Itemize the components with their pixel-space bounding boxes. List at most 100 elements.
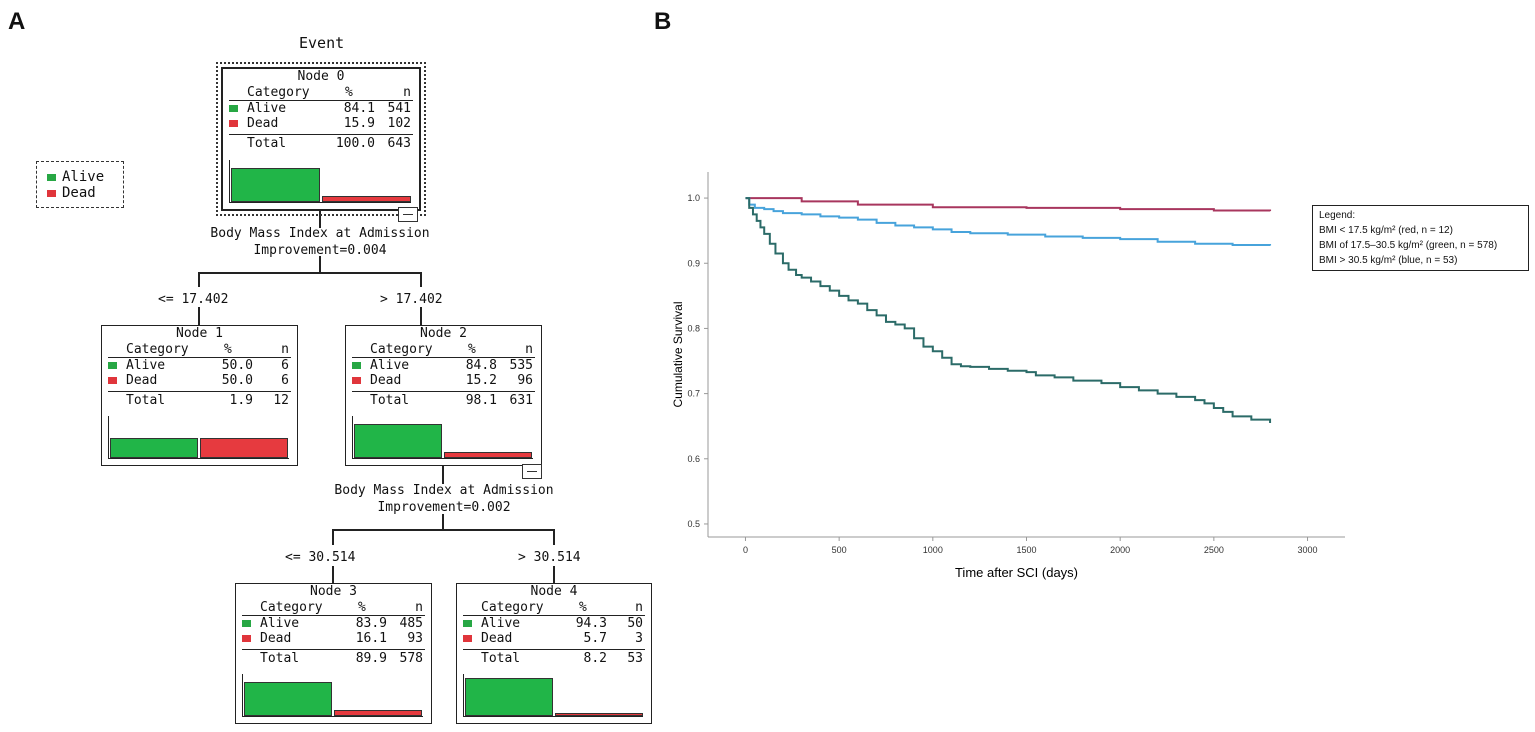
branch-label-left-1: <= 17.402 <box>158 292 229 307</box>
tree-node-3: Node 3 Category % n Alive 83.9 485 Dead … <box>235 583 432 724</box>
alive-bar <box>231 168 320 202</box>
n-header: n <box>525 342 533 357</box>
dead-pct: 5.7 <box>583 631 607 646</box>
split-1-variable: Body Mass Index at Admission <box>210 226 430 241</box>
node-header-row: Category % n <box>242 600 425 616</box>
split-1-improvement: Improvement=0.004 <box>253 243 387 258</box>
x-axis-label: Time after SCI (days) <box>955 565 1078 580</box>
dead-n: 93 <box>407 631 423 646</box>
alive-label: Alive <box>247 101 287 116</box>
dead-swatch <box>463 635 472 642</box>
node-title: Node 3 <box>310 584 357 599</box>
n-header: n <box>403 85 411 100</box>
connector <box>332 529 554 531</box>
alive-n: 485 <box>399 616 423 631</box>
dead-label: Dead <box>126 373 158 388</box>
pct-header: % <box>345 85 353 100</box>
total-row: Total 98.1 631 <box>352 391 535 409</box>
node-header-row: Category % n <box>108 342 291 358</box>
connector <box>332 566 334 583</box>
total-row: Total 89.9 578 <box>242 649 425 667</box>
legend-alive-label: Alive <box>62 169 105 185</box>
tree-node-0: Node 0 Category % n Alive 84.1 541 Dead … <box>216 62 426 216</box>
dead-bar <box>334 709 422 716</box>
x-tick-label: 3000 <box>1298 545 1318 555</box>
alive-swatch <box>463 620 472 627</box>
y-tick-label: 0.8 <box>687 323 700 333</box>
connector <box>332 529 334 545</box>
split-2-improvement: Improvement=0.002 <box>377 500 511 515</box>
category-header: Category <box>370 342 433 357</box>
category-header: Category <box>247 85 310 100</box>
connector <box>442 514 444 529</box>
alive-bar <box>244 682 332 716</box>
total-pct: 8.2 <box>583 651 607 666</box>
node-bar-chart <box>352 416 533 459</box>
dead-label: Dead <box>247 116 279 131</box>
tree-node-1: Node 1 Category % n Alive 50.0 6 Dead 50… <box>101 325 298 466</box>
dead-label: Dead <box>260 631 292 646</box>
tree-node-4: Node 4 Category % n Alive 94.3 50 Dead 5… <box>456 583 652 724</box>
y-tick-label: 0.9 <box>687 258 700 268</box>
survival-curve-red <box>745 197 1272 212</box>
tree-title: Event <box>299 34 345 52</box>
alive-swatch <box>108 362 117 369</box>
dead-pct: 15.2 <box>465 373 497 388</box>
dead-bar <box>555 713 643 716</box>
survival-legend: Legend: BMI < 17.5 kg/m² (red, n = 12) B… <box>1312 205 1529 271</box>
legend-dead-swatch <box>47 190 56 197</box>
pct-header: % <box>468 342 476 357</box>
tree-node-2: Node 2 Category % n Alive 84.8 535 Dead … <box>345 325 542 466</box>
collapse-node-0-button[interactable] <box>398 207 418 222</box>
dead-row: Dead 15.2 96 <box>352 373 535 388</box>
alive-n: 50 <box>627 616 643 631</box>
survival-legend-line-red: BMI < 17.5 kg/m² (red, n = 12) <box>1319 225 1453 236</box>
alive-swatch <box>229 105 238 112</box>
total-n: 643 <box>387 136 411 151</box>
dead-row: Dead 16.1 93 <box>242 631 425 646</box>
survival-legend-line-green: BMI of 17.5–30.5 kg/m² (green, n = 578) <box>1319 240 1498 251</box>
dead-pct: 15.9 <box>343 116 375 131</box>
connector <box>442 464 444 484</box>
n-header: n <box>415 600 423 615</box>
dead-pct: 50.0 <box>221 373 253 388</box>
node-title: Node 2 <box>420 326 467 341</box>
y-axis-label: Cumulative Survival <box>671 301 685 407</box>
branch-label-left-2: <= 30.514 <box>285 550 356 565</box>
connector <box>319 256 321 272</box>
dead-swatch <box>229 120 238 127</box>
alive-n: 535 <box>509 358 533 373</box>
alive-pct: 50.0 <box>221 358 253 373</box>
dead-row: Dead 5.7 3 <box>463 631 645 646</box>
dead-row: Dead 15.9 102 <box>229 116 413 131</box>
pct-header: % <box>579 600 587 615</box>
node-bar-chart <box>108 416 289 459</box>
total-n: 578 <box>399 651 423 666</box>
y-tick-label: 0.5 <box>687 519 700 529</box>
alive-pct: 84.8 <box>465 358 497 373</box>
total-pct: 98.1 <box>465 393 497 408</box>
node-bar-chart <box>463 674 643 717</box>
total-n: 631 <box>509 393 533 408</box>
dead-bar <box>322 195 411 202</box>
alive-bar <box>465 678 553 716</box>
dead-n: 3 <box>635 631 643 646</box>
panel-b-letter: B <box>654 8 672 35</box>
alive-label: Alive <box>126 358 166 373</box>
collapse-node-2-button[interactable] <box>522 464 542 479</box>
split-2-variable: Body Mass Index at Admission <box>334 483 554 498</box>
pct-header: % <box>224 342 232 357</box>
survival-curve-blue <box>745 197 1272 246</box>
category-header: Category <box>126 342 189 357</box>
alive-bar <box>110 438 198 458</box>
node-bar-chart <box>229 160 411 203</box>
pct-header: % <box>358 600 366 615</box>
total-label: Total <box>481 651 521 666</box>
total-row: Total 1.9 12 <box>108 391 291 409</box>
x-tick-label: 1000 <box>923 545 943 555</box>
dead-bar <box>200 438 288 458</box>
x-tick-label: 1500 <box>1016 545 1036 555</box>
total-pct: 1.9 <box>229 393 253 408</box>
total-label: Total <box>126 393 166 408</box>
total-n: 53 <box>627 651 643 666</box>
